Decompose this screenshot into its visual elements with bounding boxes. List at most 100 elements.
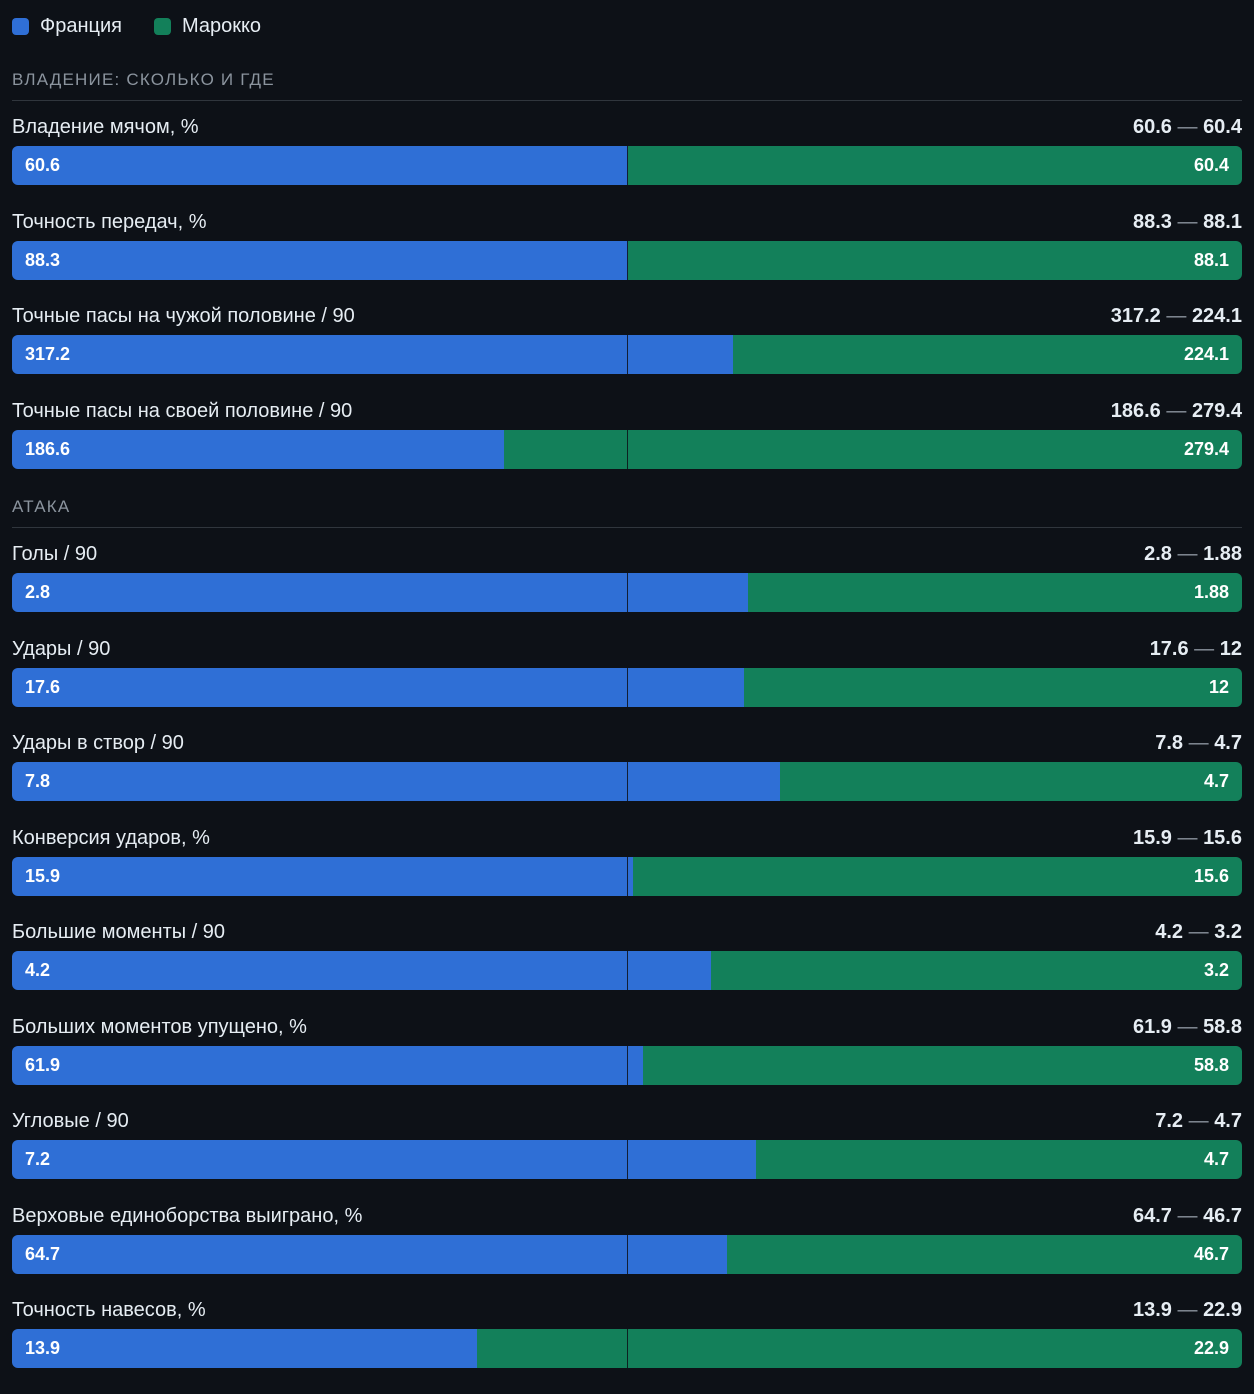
metric-header: Точные пасы на своей половине / 90 186.6 …: [12, 385, 1242, 430]
bar-label-morocco: 58.8: [1193, 1054, 1229, 1075]
bar-label-france: 88.3: [25, 249, 61, 270]
bar-segment-france: [12, 1234, 727, 1274]
comparison-bar[interactable]: 60.6 60.4: [12, 146, 1242, 185]
legend-item-france[interactable]: Франция: [12, 15, 122, 38]
metric-header: Верховые единоборства выиграно, % 64.7 — …: [12, 1190, 1242, 1235]
value-separator: —: [1183, 732, 1215, 754]
bar-label-morocco: 4.7: [1203, 1149, 1229, 1169]
bar-segment-france: [12, 667, 744, 707]
bar-label-morocco: 46.7: [1193, 1243, 1229, 1264]
value-france: 317.2: [1110, 305, 1161, 327]
bar-label-morocco: 224.1: [1183, 344, 1229, 364]
metric-row[interactable]: Угловые / 90 7.2 — 4.7 7.2 4.7: [12, 1095, 1242, 1190]
metric-row[interactable]: Точные пасы на своей половине / 90 186.6 …: [12, 385, 1242, 480]
metric-row[interactable]: Точность навесов, % 13.9 — 22.9 13.9 22.9: [12, 1284, 1242, 1379]
metric-row[interactable]: Больших моментов упущено, % 61.9 — 58.8 61…: [12, 1001, 1242, 1096]
comparison-bar[interactable]: 88.3 88.1: [12, 240, 1242, 280]
metric-row[interactable]: Верховые единоборства выиграно, % 64.7 — …: [12, 1190, 1242, 1285]
metric-row[interactable]: Удары в створ / 90 7.8 — 4.7 7.8 4.7: [12, 717, 1242, 812]
comparison-bar[interactable]: 13.9 22.9: [12, 1329, 1242, 1368]
value-france: 2.8: [1144, 543, 1172, 565]
value-france: 88.3: [1133, 210, 1172, 233]
value-separator: —: [1160, 305, 1192, 327]
bar-segment-morocco: [779, 762, 1242, 801]
comparison-bar[interactable]: 7.2 4.7: [12, 1140, 1242, 1179]
comparison-bar[interactable]: 7.8 4.7: [12, 762, 1242, 801]
metric-label: Угловые / 90: [12, 1110, 129, 1132]
value-morocco: 22.9: [1203, 1299, 1242, 1321]
bar-label-france: 7.8: [25, 771, 51, 791]
metric-label: Точные пасы на чужой половине / 90: [12, 305, 355, 327]
metric-row[interactable]: Владение мячом, % 60.6 — 60.4 60.6 60.4: [12, 101, 1242, 196]
bar-label-france: 61.9: [25, 1054, 61, 1075]
value-france: 7.8: [1155, 732, 1184, 754]
metric-values: 7.8 — 4.7: [1155, 732, 1242, 755]
comparison-bar[interactable]: 186.6 279.4: [12, 429, 1242, 469]
metric-row[interactable]: Голы / 90 2.8 — 1.88 2.8 1.88: [12, 528, 1242, 623]
comparison-bar[interactable]: 2.8 1.88: [12, 573, 1242, 612]
bar-midline: [627, 573, 628, 612]
metric-header: Удары / 90 17.6 — 12: [12, 623, 1242, 668]
bar-segment-france: [12, 573, 748, 612]
bar-midline: [627, 1140, 628, 1179]
section-title: АТАКА: [12, 479, 1242, 528]
metric-header: Большие моменты / 90 4.2 — 3.2: [12, 906, 1242, 951]
value-morocco: 46.7: [1203, 1204, 1242, 1227]
bar-label-morocco: 88.1: [1193, 249, 1229, 270]
value-separator: —: [1160, 399, 1192, 422]
bar-label-france: 7.2: [25, 1149, 51, 1169]
sections-container: ВЛАДЕНИЕ: СКОЛЬКО И ГДЕ Владение мячом, %…: [12, 52, 1242, 1379]
bar-midline: [627, 1234, 628, 1274]
bar-segment-morocco: [732, 335, 1242, 374]
value-separator: —: [1171, 1015, 1204, 1038]
legend-label-france: Франция: [40, 14, 122, 37]
metric-row[interactable]: Удары / 90 17.6 — 12 17.6 12: [12, 623, 1242, 718]
metric-values: 60.6 — 60.4: [1133, 116, 1242, 139]
bar-label-france: 60.6: [25, 155, 61, 175]
metric-values: 186.6 — 279.4: [1111, 400, 1242, 423]
bar-label-morocco: 12: [1208, 676, 1229, 697]
bar-segment-france: [12, 1045, 643, 1085]
comparison-bar[interactable]: 17.6 12: [12, 667, 1242, 707]
comparison-bar[interactable]: 15.9 15.6: [12, 856, 1242, 896]
comparison-bar[interactable]: 64.7 46.7: [12, 1234, 1242, 1274]
bar-midline: [627, 429, 628, 469]
metric-label: Верховые единоборства выиграно, %: [12, 1204, 363, 1227]
value-france: 4.2: [1155, 921, 1184, 943]
metric-row[interactable]: Точность передач, % 88.3 — 88.1 88.3 88.1: [12, 196, 1242, 291]
metric-label: Точность навесов, %: [12, 1299, 206, 1321]
value-morocco: 224.1: [1191, 305, 1242, 327]
comparison-bar[interactable]: 61.9 58.8: [12, 1045, 1242, 1085]
bar-midline: [627, 146, 628, 185]
bar-midline: [627, 1045, 628, 1085]
value-morocco: 60.4: [1203, 116, 1242, 138]
value-separator: —: [1183, 921, 1215, 943]
bar-label-france: 13.9: [25, 1338, 61, 1358]
metric-row[interactable]: Конверсия ударов, % 15.9 — 15.6 15.9 15.6: [12, 812, 1242, 907]
metric-label: Большие моменты / 90: [12, 921, 226, 943]
value-morocco: 88.1: [1203, 210, 1242, 233]
metric-values: 15.9 — 15.6: [1133, 827, 1242, 850]
bar-segment-morocco: [710, 951, 1242, 990]
metric-header: Удары в створ / 90 7.8 — 4.7: [12, 717, 1242, 762]
bar-segment-morocco: [747, 573, 1242, 612]
value-france: 15.9: [1133, 826, 1172, 849]
legend: Франция Марокко: [12, 0, 1242, 52]
metric-label: Владение мячом, %: [12, 116, 199, 138]
legend-item-morocco[interactable]: Марокко: [153, 15, 261, 38]
bar-label-france: 15.9: [25, 865, 61, 886]
metric-label: Конверсия ударов, %: [12, 826, 210, 849]
value-morocco: 3.2: [1214, 921, 1242, 943]
metric-row[interactable]: Большие моменты / 90 4.2 — 3.2 4.2 3.2: [12, 906, 1242, 1001]
value-france: 60.6: [1133, 116, 1172, 138]
comparison-bar[interactable]: 317.2 224.1: [12, 335, 1242, 374]
bar-segment-france: [12, 1329, 477, 1368]
value-morocco: 4.7: [1214, 1110, 1242, 1132]
metric-row[interactable]: Точные пасы на чужой половине / 90 317.2 …: [12, 290, 1242, 385]
comparison-bar[interactable]: 4.2 3.2: [12, 951, 1242, 990]
bar-segment-morocco: [628, 146, 1242, 185]
comparison-chart: Франция Марокко ВЛАДЕНИЕ: СКОЛЬКО И ГДЕ В…: [12, 0, 1242, 1379]
bar-midline: [627, 856, 628, 896]
bar-label-morocco: 3.2: [1203, 960, 1229, 980]
value-morocco: 12: [1219, 637, 1242, 660]
